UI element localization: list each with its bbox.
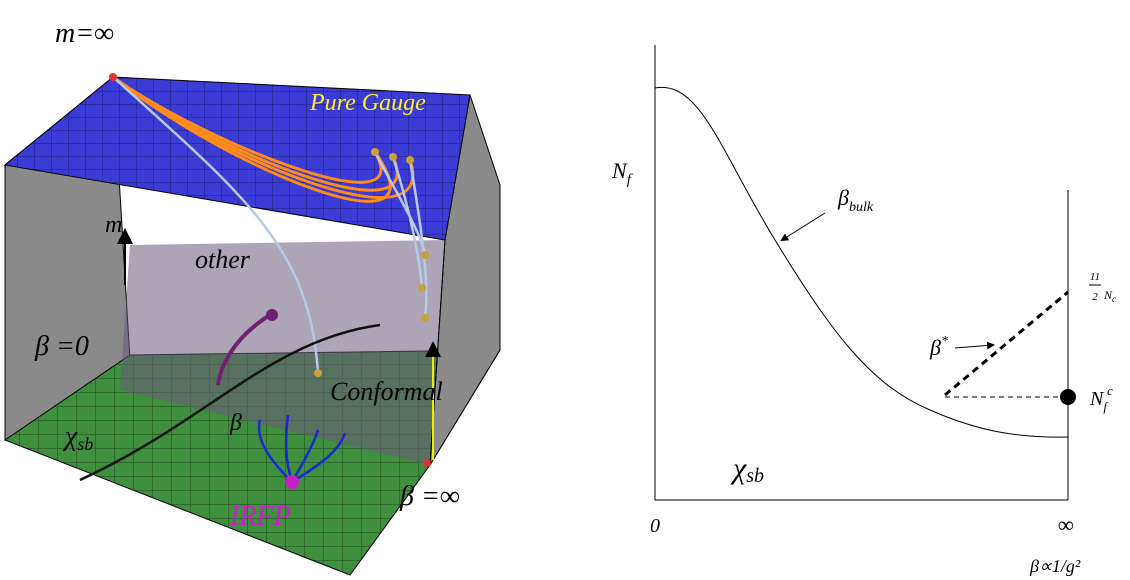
label: Pure Gauge: [309, 90, 426, 116]
bulk-curve: [655, 87, 1068, 437]
beta-star-line: [945, 292, 1068, 395]
label: β =0: [34, 331, 89, 362]
arrow: [782, 213, 825, 240]
label: β*: [929, 334, 948, 360]
label: IRFP: [229, 501, 291, 532]
nfc-point: [1060, 389, 1076, 405]
label: 11: [1090, 271, 1100, 283]
label: β∝1/g²: [1029, 556, 1081, 576]
label: ∞: [1058, 512, 1074, 537]
label: χsb: [730, 452, 764, 487]
cube: m=∞ Pure Gauge m other β =0 Conformal χs…: [5, 18, 500, 575]
label: 2: [1092, 291, 1098, 303]
label: Nfc: [1089, 383, 1113, 414]
label: Nf: [611, 158, 633, 188]
label: β: [229, 410, 242, 436]
label: Conformal: [330, 377, 443, 406]
purple-point: [266, 309, 278, 321]
label: Nc: [1103, 288, 1116, 304]
corner-point: [423, 459, 431, 467]
label: m: [105, 212, 122, 238]
irfp-point: [285, 475, 299, 489]
label: m=∞: [55, 18, 114, 49]
plot: Nf βbulk 11 2 Nc β* Nfc χsb 0 ∞ β∝1/g²: [611, 45, 1116, 576]
corner-point: [109, 73, 117, 81]
label: 0: [650, 515, 660, 537]
label: other: [195, 245, 251, 274]
figure: m=∞ Pure Gauge m other β =0 Conformal χs…: [0, 0, 1130, 580]
arrow: [955, 345, 993, 348]
label: β =∞: [399, 481, 460, 512]
label: βbulk: [837, 185, 874, 215]
